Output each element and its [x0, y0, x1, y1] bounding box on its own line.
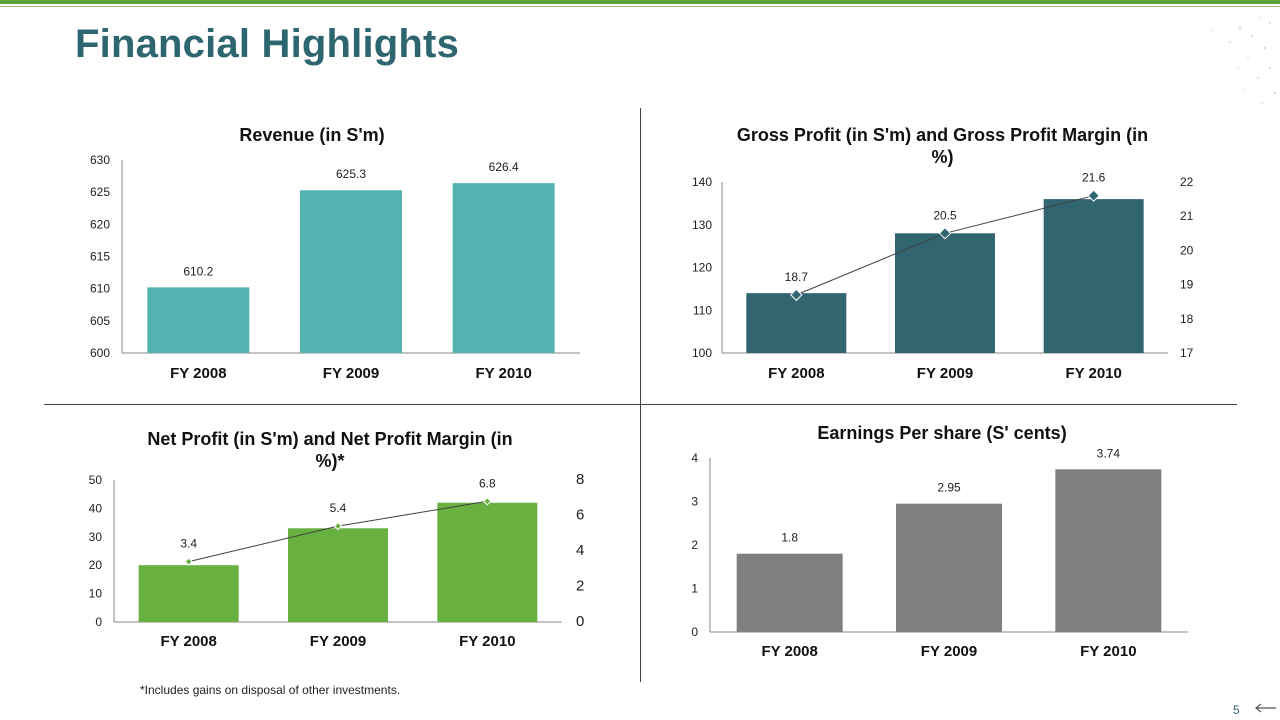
revenue-y-tick-label: 620 — [90, 217, 110, 231]
top-accent-line — [0, 6, 1280, 7]
gross-y2-tick-label: 19 — [1180, 278, 1194, 292]
page-title: Financial Highlights — [75, 22, 460, 66]
gross-margin-marker — [1087, 189, 1100, 202]
net-margin-marker — [184, 557, 193, 566]
gross-category-label: FY 2008 — [768, 365, 824, 382]
footnote: *Includes gains on disposal of other inv… — [140, 683, 401, 697]
revenue-y-tick-label: 625 — [90, 185, 110, 199]
gross-margin-value-label: 21.6 — [1082, 171, 1106, 185]
net-category-label: FY 2009 — [310, 633, 366, 650]
back-arrow-icon[interactable] — [1252, 700, 1278, 716]
revenue-y-tick-label: 605 — [90, 314, 110, 328]
eps-category-label: FY 2010 — [1080, 643, 1136, 660]
eps-chart-title: Earnings Per share (S' cents) — [817, 423, 1067, 443]
net-category-label: FY 2010 — [459, 633, 515, 650]
gross-y-tick-label: 140 — [692, 175, 712, 189]
net-y2-tick-label: 6 — [576, 507, 584, 524]
eps-category-label: FY 2009 — [921, 643, 977, 660]
gross-category-label: FY 2010 — [1065, 365, 1121, 382]
quadrant-divider-horizontal — [44, 404, 1237, 405]
quadrant-divider-vertical — [640, 108, 641, 682]
net-y-tick-label: 0 — [95, 615, 102, 629]
revenue-bar — [300, 190, 402, 353]
revenue-y-tick-label: 630 — [90, 153, 110, 167]
eps-category-label: FY 2008 — [761, 643, 817, 660]
gross-y-tick-label: 100 — [692, 346, 712, 360]
eps-y-tick-label: 3 — [691, 495, 698, 509]
net-margin-value-label: 6.8 — [479, 476, 496, 490]
revenue-bar — [147, 287, 250, 353]
net-margin-marker — [483, 497, 492, 506]
gross-y2-tick-label: 21 — [1180, 209, 1194, 223]
gross-profit-chart-title: Gross Profit (in S'm) and Gross Profit M… — [736, 125, 1149, 167]
revenue-category-label: FY 2008 — [170, 365, 226, 382]
revenue-bar-value-label: 610.2 — [183, 264, 213, 278]
top-accent-bar — [0, 0, 1280, 4]
gross-bar — [895, 233, 995, 353]
net-y2-tick-label: 2 — [576, 578, 584, 595]
page-number: 5 — [1233, 703, 1240, 717]
net-margin-value-label: 5.4 — [330, 501, 347, 515]
gross-category-label: FY 2009 — [917, 365, 973, 382]
net-margin-marker — [333, 521, 343, 531]
eps-y-tick-label: 4 — [691, 451, 698, 465]
net-y-tick-label: 30 — [89, 530, 103, 544]
eps-bar-value-label: 3.74 — [1097, 446, 1121, 460]
gross-bar — [1043, 199, 1144, 353]
eps-y-tick-label: 0 — [691, 625, 698, 639]
net-bar — [437, 502, 538, 622]
gross-y2-tick-label: 20 — [1180, 243, 1194, 257]
revenue-category-label: FY 2009 — [323, 365, 379, 382]
net-y-tick-label: 40 — [89, 501, 103, 515]
gross-margin-value-label: 18.7 — [785, 270, 809, 284]
revenue-y-tick-label: 600 — [90, 346, 110, 360]
net-bar — [138, 565, 239, 622]
revenue-chart-title: Revenue (in S'm) — [239, 125, 385, 145]
revenue-y-tick-label: 610 — [90, 282, 110, 296]
gross-y-tick-label: 130 — [692, 218, 712, 232]
eps-bar — [1055, 469, 1162, 632]
net-bar — [288, 528, 388, 622]
net-category-label: FY 2008 — [160, 633, 216, 650]
revenue-bar-value-label: 625.3 — [336, 167, 366, 181]
eps-bar-value-label: 1.8 — [781, 531, 798, 545]
decorative-foliage — [1211, 17, 1277, 104]
revenue-bar — [452, 183, 555, 353]
revenue-category-label: FY 2010 — [475, 365, 531, 382]
net-y-tick-label: 10 — [89, 587, 103, 601]
eps-y-tick-label: 1 — [691, 582, 698, 596]
gross-y2-tick-label: 18 — [1180, 312, 1194, 326]
revenue-bar-value-label: 626.4 — [489, 160, 519, 174]
eps-y-tick-label: 2 — [691, 538, 698, 552]
gross-y-tick-label: 120 — [692, 261, 712, 275]
gross-y2-tick-label: 22 — [1180, 175, 1194, 189]
gross-bar — [746, 293, 847, 353]
gross-margin-marker — [790, 288, 803, 302]
revenue-y-tick-label: 615 — [90, 250, 110, 264]
net-y-tick-label: 50 — [89, 473, 103, 487]
gross-margin-value-label: 20.5 — [933, 208, 957, 222]
eps-bar-value-label: 2.95 — [937, 481, 961, 495]
gross-margin-marker — [938, 227, 952, 240]
net-y-tick-label: 20 — [89, 558, 103, 572]
net-y2-tick-label: 8 — [576, 471, 584, 488]
net-y2-tick-label: 4 — [576, 542, 584, 559]
eps-bar — [896, 503, 1002, 632]
eps-bar — [736, 553, 843, 632]
gross-y-tick-label: 110 — [693, 303, 712, 317]
net-y2-tick-label: 0 — [576, 613, 584, 630]
net-margin-value-label: 3.4 — [180, 537, 197, 551]
net-profit-chart-title: Net Profit (in S'm) and Net Profit Margi… — [147, 429, 513, 471]
gross-y2-tick-label: 17 — [1180, 346, 1194, 360]
